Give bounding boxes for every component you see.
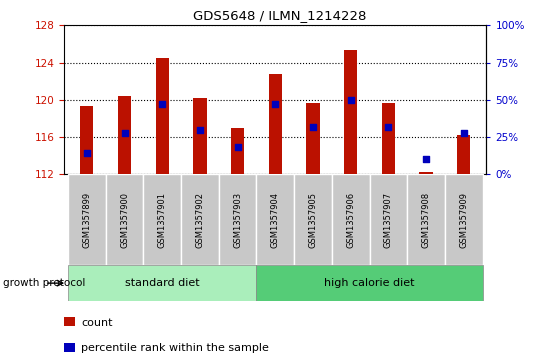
Text: high calorie diet: high calorie diet: [324, 278, 415, 288]
Bar: [80, 106, 93, 174]
Text: percentile rank within the sample: percentile rank within the sample: [81, 343, 269, 353]
Text: GSM1357902: GSM1357902: [196, 192, 205, 248]
Point: [158, 101, 167, 107]
Text: GSM1357904: GSM1357904: [271, 192, 280, 248]
Bar: [344, 50, 357, 174]
Bar: [64, 343, 75, 352]
Text: GSM1357905: GSM1357905: [309, 192, 318, 248]
Point: [459, 130, 468, 135]
Bar: [257, 174, 294, 265]
Bar: [257, 265, 482, 301]
Text: GSM1357901: GSM1357901: [158, 192, 167, 248]
Text: GSM1357909: GSM1357909: [459, 192, 468, 248]
Point: [421, 156, 430, 162]
Bar: [382, 103, 395, 174]
Bar: [407, 174, 445, 265]
Point: [309, 124, 318, 130]
Text: GSM1357908: GSM1357908: [421, 192, 430, 248]
Bar: [231, 128, 244, 174]
Point: [233, 144, 242, 150]
Bar: [294, 174, 332, 265]
Bar: [106, 174, 144, 265]
Point: [346, 97, 355, 103]
Point: [271, 101, 280, 107]
Bar: [219, 174, 257, 265]
Point: [82, 151, 91, 156]
Text: GSM1357903: GSM1357903: [233, 192, 242, 248]
Bar: [457, 135, 470, 174]
Bar: [193, 98, 206, 174]
Text: GSM1357900: GSM1357900: [120, 192, 129, 248]
Text: GDS5648 / ILMN_1214228: GDS5648 / ILMN_1214228: [193, 9, 366, 22]
Bar: [419, 172, 433, 174]
Bar: [144, 174, 181, 265]
Bar: [68, 174, 106, 265]
Text: count: count: [81, 318, 112, 328]
Bar: [445, 174, 482, 265]
Bar: [181, 174, 219, 265]
Bar: [64, 317, 75, 326]
Text: GSM1357899: GSM1357899: [82, 192, 91, 248]
Text: GSM1357907: GSM1357907: [384, 192, 393, 248]
Point: [384, 124, 393, 130]
Point: [120, 130, 129, 135]
Bar: [306, 103, 320, 174]
Bar: [118, 96, 131, 174]
Bar: [155, 58, 169, 174]
Bar: [332, 174, 369, 265]
Bar: [68, 265, 257, 301]
Point: [196, 127, 205, 132]
Text: standard diet: standard diet: [125, 278, 200, 288]
Text: GSM1357906: GSM1357906: [346, 192, 355, 248]
Bar: [369, 174, 407, 265]
Bar: [269, 74, 282, 174]
Text: growth protocol: growth protocol: [3, 278, 85, 288]
